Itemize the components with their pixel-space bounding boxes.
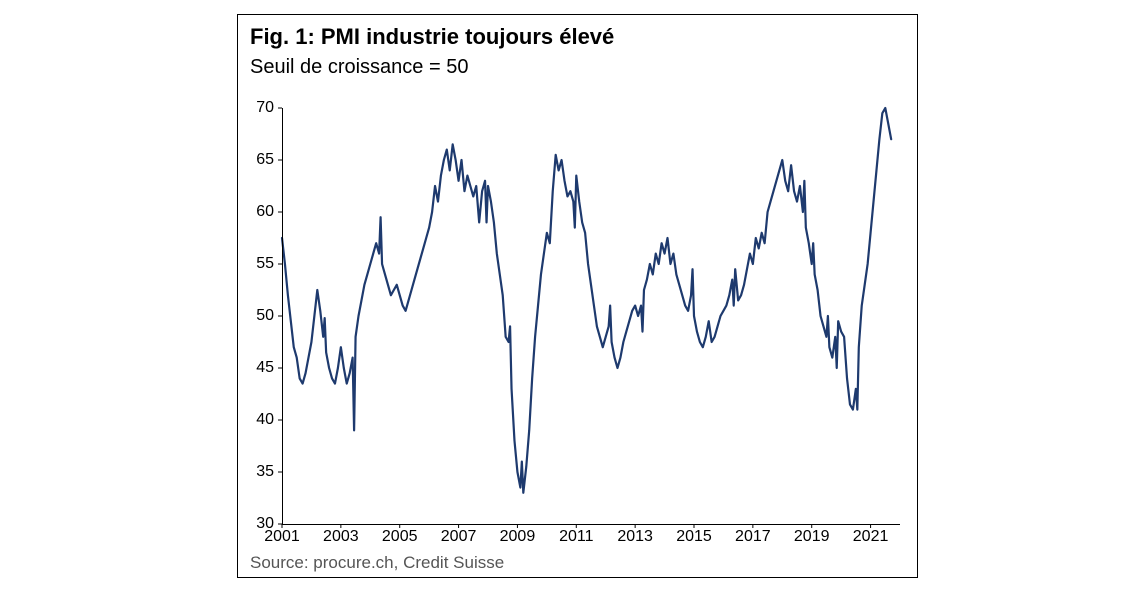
y-tick-label: 60 [244,203,274,221]
x-tick-label: 2021 [847,528,895,546]
y-tick-label: 55 [244,255,274,273]
x-tick-label: 2005 [376,528,424,546]
x-tick-label: 2019 [788,528,836,546]
x-tick-label: 2007 [435,528,483,546]
y-tick-label: 40 [244,411,274,429]
x-tick-label: 2015 [670,528,718,546]
x-tick-label: 2001 [258,528,306,546]
y-tick-label: 65 [244,151,274,169]
x-tick-label: 2017 [729,528,777,546]
line-chart [0,0,1140,597]
y-tick-label: 50 [244,307,274,325]
y-axis-line [282,108,283,524]
y-tick-label: 45 [244,359,274,377]
x-tick-label: 2003 [317,528,365,546]
x-tick-label: 2011 [552,528,600,546]
x-tick-label: 2013 [611,528,659,546]
y-tick-label: 35 [244,463,274,481]
y-tick-label: 70 [244,99,274,117]
x-tick-label: 2009 [493,528,541,546]
x-axis-line [282,524,900,525]
pmi-series-line [282,108,891,493]
